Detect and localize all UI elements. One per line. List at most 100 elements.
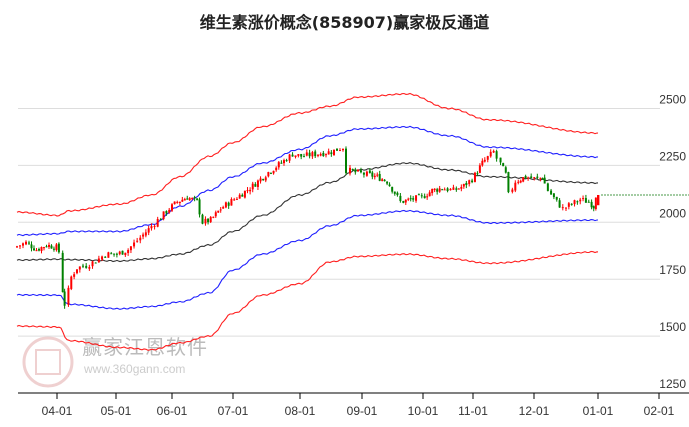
candle-body [133,242,136,247]
candle-body [592,206,595,209]
candle-body [144,232,147,236]
candle-body [423,196,426,199]
candle-body [219,209,222,211]
x-tick-label: 10-01 [408,404,439,418]
candle-body [173,201,176,205]
candle-body [345,148,347,173]
candle-body [272,170,275,174]
candle-body [204,218,207,224]
x-tick-label: 01-01 [583,404,614,418]
candle-body [499,157,502,163]
candle-body [201,214,204,224]
candle-body [191,198,194,200]
candle-body [351,168,354,171]
candle-body [449,188,452,191]
candle-body [115,253,118,255]
candle-body [305,152,308,156]
candle-body [594,197,597,209]
candle-body [587,201,590,203]
x-tick-label: 04-01 [42,404,73,418]
x-tick-label: 08-01 [285,404,316,418]
candle-body [249,189,252,192]
candle-body [129,246,132,251]
candle-body [381,179,384,181]
candle-body [308,152,311,157]
candle-body [333,149,335,156]
candle-body [57,243,60,253]
candle-body [52,248,55,250]
candle-body [391,186,394,192]
candle-body [436,189,439,192]
candle-body [207,218,210,223]
candle-body [291,154,294,157]
candle-body [113,253,116,255]
candle-body [196,198,199,200]
candle-body [342,148,344,151]
candle-body [426,196,429,198]
inner-upper-band [16,125,599,237]
candle-body [404,199,407,203]
candle-body [522,177,525,182]
candle-body [582,198,585,200]
y-tick-label: 2500 [659,93,686,107]
candle-body [181,199,184,202]
candle-body [576,201,579,203]
candle-body [168,209,171,213]
candle-body [156,219,159,227]
candle-body [153,225,156,227]
candle-body [288,154,291,161]
candle-body [407,198,410,200]
candle-body [383,179,386,182]
candle-body [481,160,484,166]
candle-body [35,250,38,252]
watermark-name: 赢家江恩软件 [82,335,208,359]
candle-body [45,246,48,248]
candle-body [28,242,30,244]
candle-body [282,160,285,164]
candle-body [183,199,186,201]
candle-body [251,183,254,190]
candle-body [527,177,530,179]
candle-body [22,243,24,246]
candle-body [178,201,181,203]
candle-body [455,188,458,190]
candle-body [460,186,463,189]
candle-body [217,210,220,213]
candle-body [579,199,582,202]
candle-body [311,152,314,157]
candle-body [452,187,455,190]
candle-body [567,203,570,207]
candle-body [222,207,225,209]
candle-body [514,182,517,191]
candle-body [262,179,265,181]
candle-body [465,183,468,186]
candle-body [570,203,573,205]
candle-body [209,217,212,222]
candle-body [264,177,267,181]
candle-body [471,180,474,183]
candle-body [61,252,64,293]
candle-body [431,188,434,194]
y-tick-label: 2000 [659,206,686,220]
candle-body [94,262,97,264]
candle-body [317,154,319,156]
candle-body [539,177,542,179]
candle-body [48,244,50,247]
candle-body [297,154,300,156]
candle-body [241,194,244,197]
x-tick-label: 06-01 [157,404,188,418]
x-tick-label: 11-01 [458,404,488,418]
candle-body [486,156,489,160]
candle-body [259,178,262,182]
candle-body [325,154,327,156]
chart-title: 维生素涨价概念(858907)赢家极反通道 [199,13,490,32]
candle-body [67,287,70,305]
outer-upper-band [16,92,599,217]
candle-body [159,218,162,220]
candle-body [365,171,368,176]
candle-body [243,190,246,198]
candle-body [227,202,230,206]
candle-body [78,266,81,270]
x-tick-label: 09-01 [347,404,378,418]
candle-body [339,150,341,152]
